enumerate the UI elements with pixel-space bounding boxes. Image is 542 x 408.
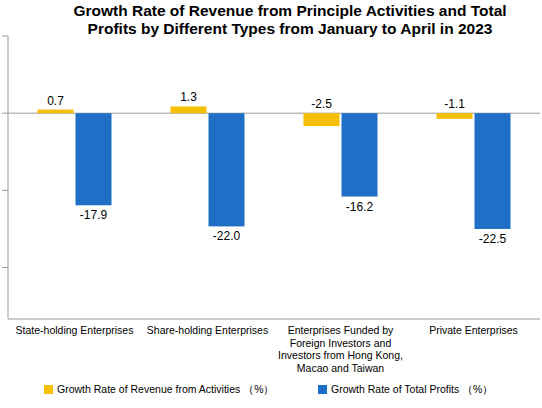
- data-label: 1.3: [180, 90, 197, 104]
- bar: [437, 113, 473, 119]
- data-label: -16.2: [346, 200, 374, 214]
- data-label: -17.9: [80, 208, 108, 222]
- y-axis-line: [8, 36, 9, 319]
- bar: [304, 113, 340, 126]
- plot-svg: 0.7 1.3 -2.5 -1.1 -17.9 -22.0 -16.2 -22.5: [0, 0, 542, 408]
- y-tick: [2, 190, 8, 191]
- legend-entry: Growth Rate of Total Profits （%）: [318, 383, 493, 395]
- bar: [209, 113, 245, 226]
- y-tick: [2, 113, 8, 114]
- data-labels: 0.7 1.3 -2.5 -1.1 -17.9 -22.0 -16.2 -22.5: [47, 90, 506, 245]
- y-tick: [2, 267, 8, 268]
- bar: [38, 110, 74, 114]
- data-label: -22.5: [479, 232, 507, 246]
- data-label: -2.5: [311, 97, 332, 111]
- legend-swatch: [318, 385, 327, 394]
- x-tick-label: Enterprises Funded by Foreign Investors …: [276, 324, 405, 374]
- legend-entry: Growth Rate of Revenue from Activities （…: [44, 383, 275, 395]
- x-tick-label: Private Enterprises: [409, 324, 538, 337]
- data-label: -22.0: [213, 229, 241, 243]
- x-axis-line: [8, 319, 540, 320]
- x-tick-label: State-holding Enterprises: [10, 324, 139, 337]
- title: Growth Rate of Revenue from Principle Ac…: [70, 2, 510, 38]
- x-tick-label: Share-holding Enterprises: [143, 324, 272, 337]
- bars: [38, 106, 511, 228]
- bar: [342, 113, 378, 196]
- data-label: -1.1: [444, 97, 465, 111]
- data-label: 0.7: [47, 94, 64, 108]
- bar: [76, 113, 112, 205]
- y-tick: [2, 36, 8, 37]
- legend-label: Growth Rate of Revenue from Activities （…: [57, 383, 275, 395]
- bar: [171, 106, 207, 113]
- legend-swatch: [44, 385, 53, 394]
- chart-root: Growth Rate of Revenue from Principle Ac…: [0, 0, 542, 408]
- bar: [475, 113, 511, 229]
- legend-label: Growth Rate of Total Profits （%）: [331, 383, 493, 395]
